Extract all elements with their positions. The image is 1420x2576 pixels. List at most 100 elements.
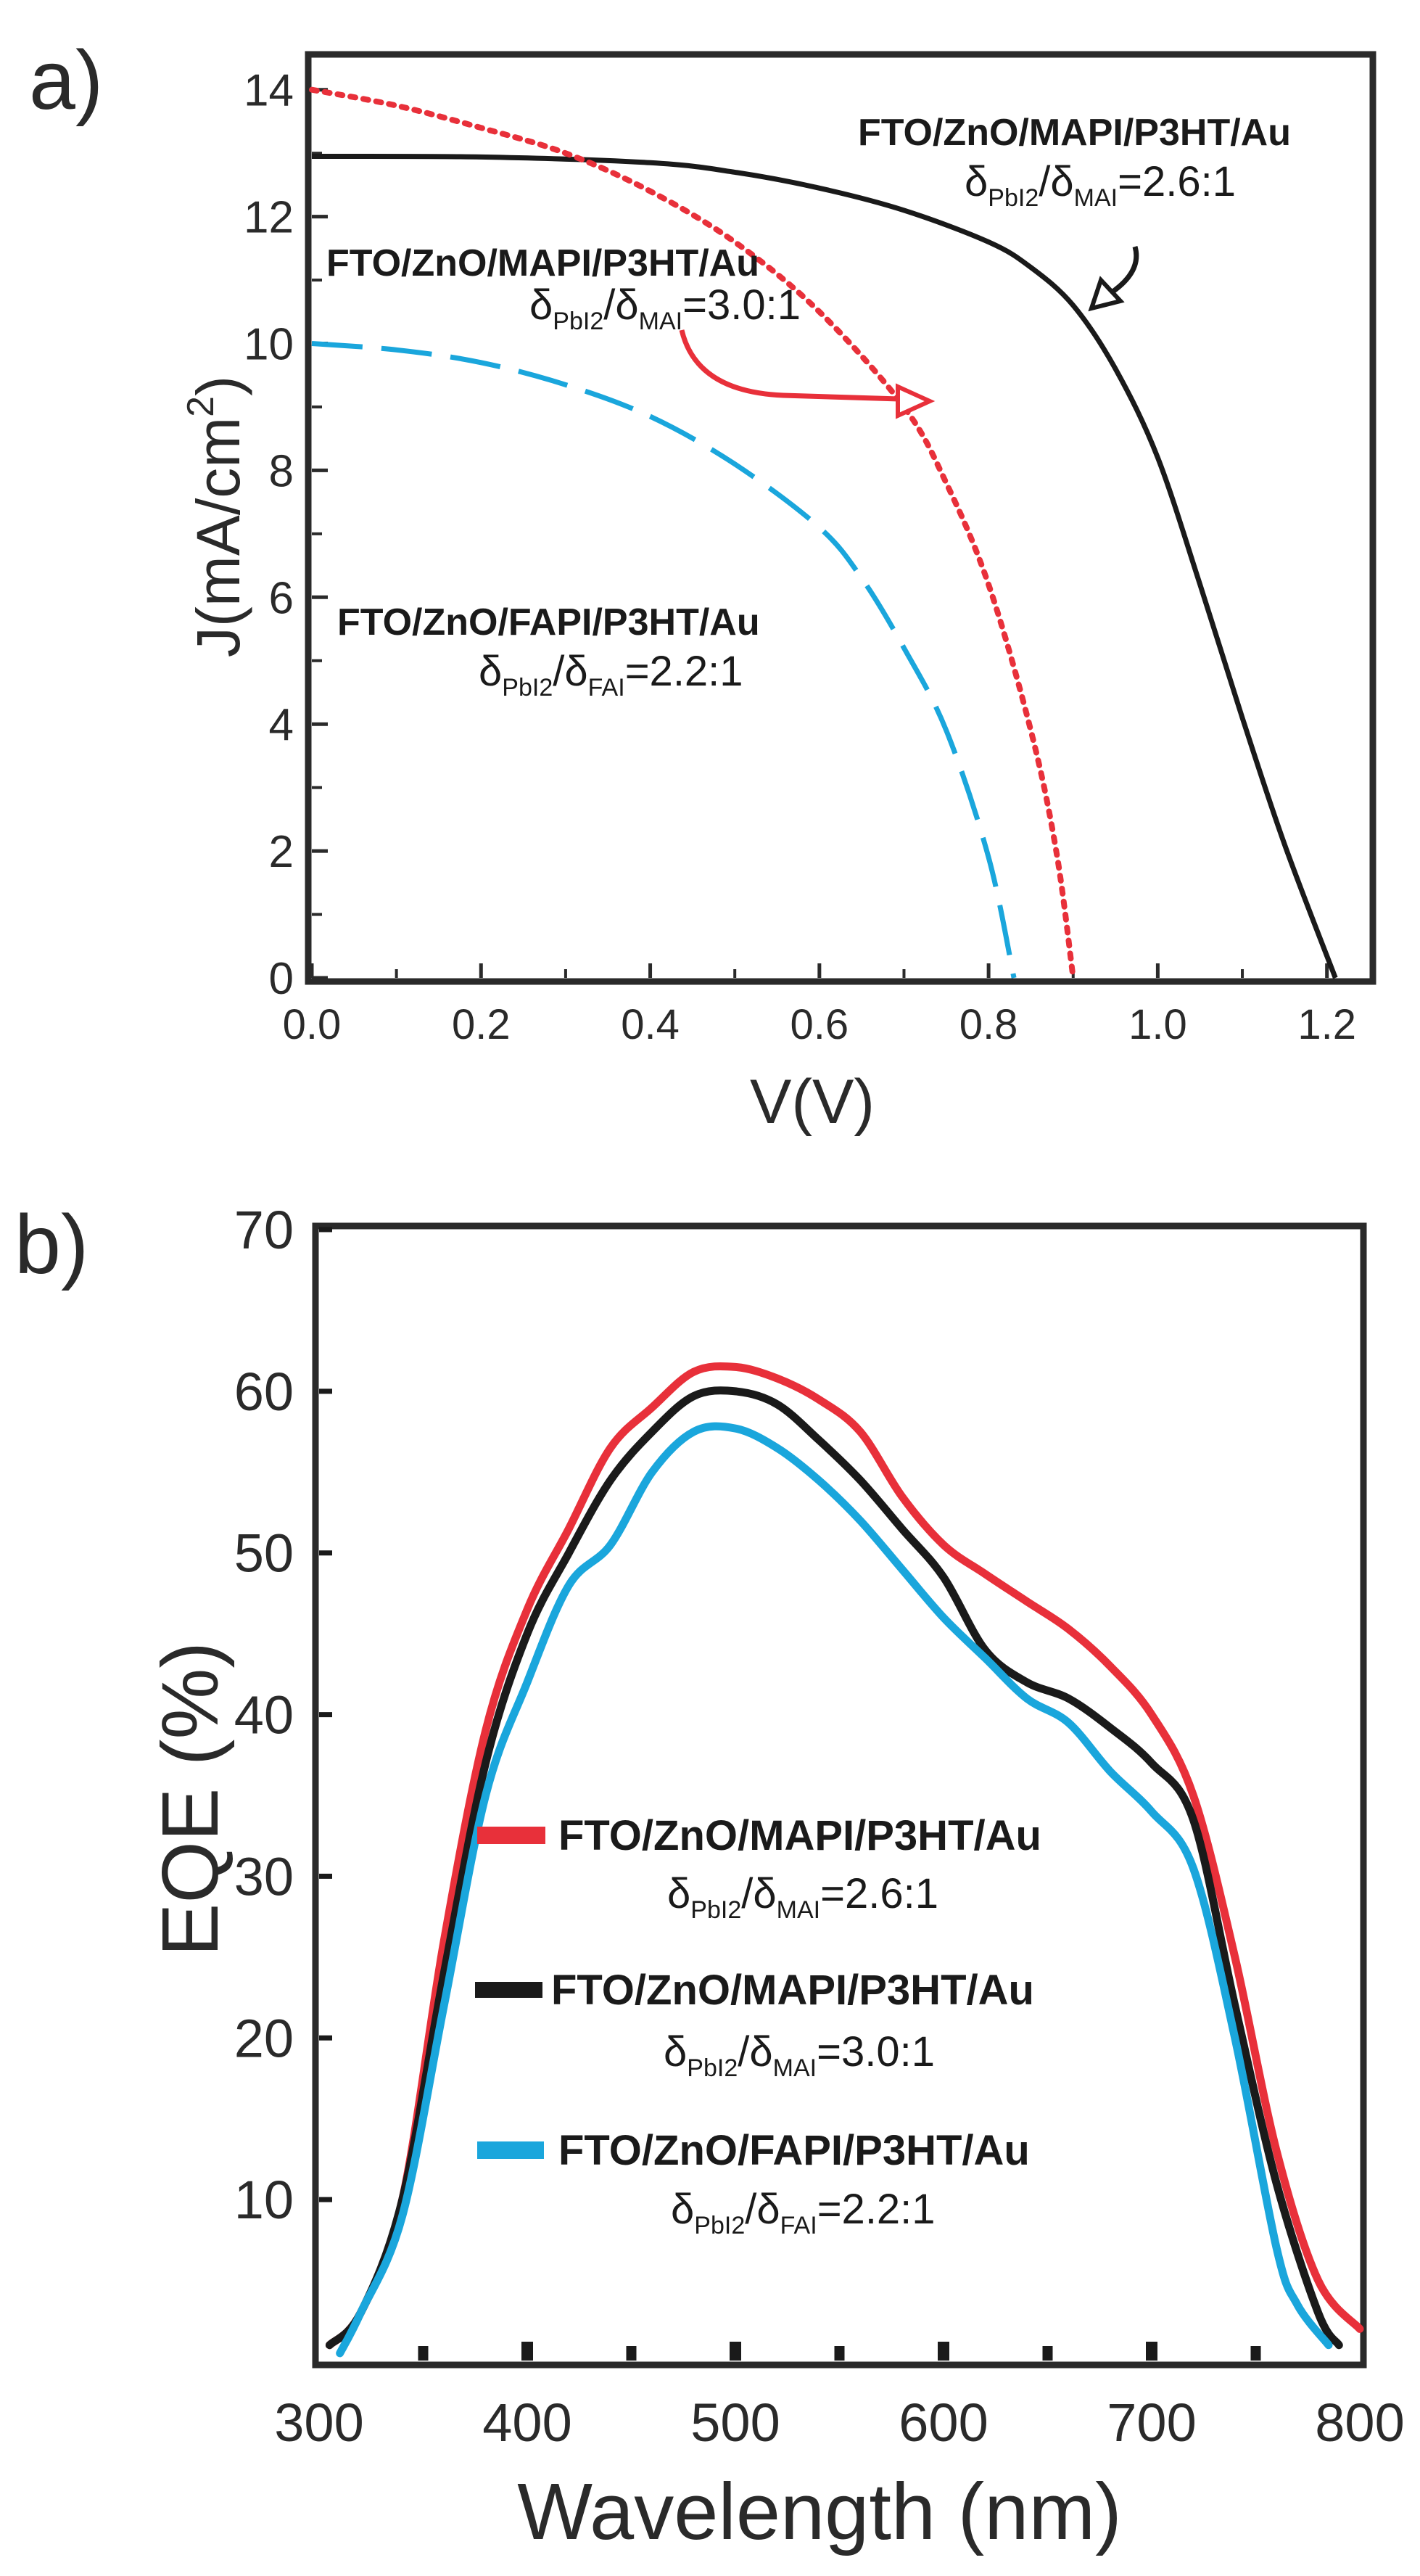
b-ytick-label: 10 (234, 2170, 294, 2230)
annotation-mapi-2-6-ratio: =2.6:1 (1118, 158, 1236, 205)
panel-b-ticks: 300 400 500 600 700 800 10 20 30 40 50 60 70 (234, 1200, 1405, 2453)
b-series-line-0 (325, 1362, 1364, 2350)
b-xtick-label: 700 (1107, 2392, 1196, 2453)
annotation-fapi-2-2: FTO/ZnO/FAPI/P3HT/Au δPbI2/δFAI=2.2:1 (337, 601, 760, 701)
legend-sub-a-0: PbI2 (690, 1896, 741, 1924)
arrow-to-red-curve (679, 329, 900, 402)
a-xtick-label: 0.4 (621, 1001, 680, 1048)
annotation-fapi-2-2-ratio: =2.2:1 (625, 648, 743, 695)
legend-ratio-2: =2.2:1 (817, 2186, 936, 2233)
panel-a-ylabel-sup: 2 (180, 396, 222, 417)
panel-a: a) 0.0 0.2 0.4 0.6 0.8 1.0 1.2 0 2 4 6 8 10 12 14 J(mA… (29, 34, 1376, 1137)
panel-b: b) 300 400 500 600 700 800 10 20 30 40 50 60 70 EQE … (15, 1198, 1405, 2556)
panel-a-xlabel: V(V) (750, 1067, 875, 1137)
b-ytick-label: 40 (234, 1685, 294, 1745)
a-ytick-label: 8 (269, 446, 294, 496)
svg-text:δPbI2/δMAI=2.6:1: δPbI2/δMAI=2.6:1 (667, 1870, 938, 1924)
b-ytick-label: 30 (234, 1846, 294, 1906)
b-xtick-mark (521, 2342, 533, 2361)
legend-ratio-1: =3.0:1 (817, 2028, 935, 2075)
a-ytick-label: 2 (269, 827, 294, 877)
a-series-line-2 (311, 341, 1017, 979)
panel-a-label: a) (29, 34, 103, 127)
annotation-mapi-3-0: FTO/ZnO/MAPI/P3HT/Au δPbI2/δMAI=3.0:1 (326, 242, 801, 335)
panel-a-series (309, 86, 1338, 981)
annotation-mapi-3-0-ratio: =3.0:1 (682, 281, 801, 329)
a-ytick-label: 10 (244, 320, 294, 370)
panel-b-label: b) (15, 1198, 88, 1291)
annotation-mapi-2-6-sub-b: MAI (1074, 184, 1118, 212)
b-series-line-1 (325, 1386, 1343, 2350)
arrow-head-black (1088, 276, 1125, 312)
b-xtick-mark (730, 2342, 741, 2361)
svg-text:J(mA/cm2): J(mA/cm2) (180, 376, 252, 657)
b-ytick-label: 60 (234, 1362, 294, 1422)
b-ytick-label: 70 (234, 1200, 294, 1260)
legend-label-mapi-2-6: FTO/ZnO/MAPI/P3HT/Au (558, 1812, 1041, 1859)
b-xtick-minor (626, 2346, 637, 2361)
annotation-mapi-2-6-sub-a: PbI2 (988, 184, 1039, 212)
a-xtick-label: 0.8 (959, 1001, 1018, 1048)
a-ytick-label: 12 (244, 193, 294, 243)
b-ytick-label: 50 (234, 1523, 294, 1584)
panel-a-frame (305, 51, 1376, 985)
annotation-mapi-3-0-title: FTO/ZnO/MAPI/P3HT/Au (326, 242, 759, 284)
legend-sub-b-0: MAI (777, 1896, 820, 1924)
b-xtick-label: 400 (482, 2392, 571, 2453)
panel-b-legend: FTO/ZnO/MAPI/P3HT/Au δPbI2/δMAI=2.6:1 FT… (475, 1812, 1041, 2239)
a-ytick-label: 6 (269, 573, 294, 623)
panel-b-ylabel: EQE (%) (146, 1642, 235, 1956)
legend-sub-b-1: MAI (773, 2054, 817, 2082)
svg-text:δPbI2/δFAI=2.2:1: δPbI2/δFAI=2.2:1 (479, 648, 743, 701)
a-ytick-label: 14 (244, 66, 294, 116)
panel-a-ylabel-end: ) (184, 376, 252, 396)
b-xtick-minor (834, 2346, 845, 2361)
arrow-to-black-curve (1108, 246, 1139, 296)
annotation-fapi-2-2-sub-b: FAI (588, 674, 625, 701)
legend-label-fapi-2-2: FTO/ZnO/FAPI/P3HT/Au (558, 2127, 1030, 2174)
legend-ratio-0: =2.6:1 (820, 1870, 938, 1917)
legend-sub-a-2: PbI2 (694, 2212, 745, 2239)
panel-a-ylabel-main: J(mA/cm (184, 417, 252, 657)
b-xtick-label: 500 (690, 2392, 780, 2453)
b-xtick-mark (938, 2342, 949, 2361)
legend-item-mapi-2-6: FTO/ZnO/MAPI/P3HT/Au δPbI2/δMAI=2.6:1 (477, 1812, 1041, 1924)
b-xtick-mark (1146, 2342, 1157, 2361)
panel-a-ylabel: J(mA/cm2) (180, 376, 252, 657)
a-xtick-label: 0.0 (283, 1001, 342, 1048)
svg-text:δPbI2/δMAI=3.0:1: δPbI2/δMAI=3.0:1 (529, 281, 801, 335)
svg-text:δPbI2/δMAI=3.0:1: δPbI2/δMAI=3.0:1 (664, 2028, 935, 2082)
annotation-mapi-3-0-sub-a: PbI2 (553, 308, 603, 335)
legend-sub-a-1: PbI2 (687, 2054, 738, 2082)
arrow-head-red (896, 383, 936, 419)
svg-text:δPbI2/δFAI=2.2:1: δPbI2/δFAI=2.2:1 (671, 2186, 936, 2239)
a-ytick-label: 4 (269, 700, 294, 750)
a-series-line-0 (311, 153, 1338, 979)
annotation-mapi-2-6-title: FTO/ZnO/MAPI/P3HT/Au (858, 112, 1291, 154)
annotation-fapi-2-2-title: FTO/ZnO/FAPI/P3HT/Au (337, 601, 760, 643)
b-xtick-label: 300 (274, 2392, 363, 2453)
annotation-mapi-3-0-sub-b: MAI (639, 308, 682, 335)
a-ytick-label: 0 (269, 954, 294, 1004)
b-xtick-label: 800 (1315, 2392, 1404, 2453)
panel-a-ticks: 0.0 0.2 0.4 0.6 0.8 1.0 1.2 0 2 4 6 8 10 12 14 (244, 66, 1356, 1048)
b-xtick-minor (1250, 2346, 1261, 2361)
b-xtick-minor (418, 2346, 429, 2361)
annotation-mapi-2-6: FTO/ZnO/MAPI/P3HT/Au δPbI2/δMAI=2.6:1 (858, 112, 1291, 212)
legend-item-mapi-3-0: FTO/ZnO/MAPI/P3HT/Au δPbI2/δMAI=3.0:1 (475, 1967, 1034, 2082)
svg-text:δPbI2/δMAI=2.6:1: δPbI2/δMAI=2.6:1 (965, 158, 1236, 212)
legend-sub-b-2: FAI (780, 2212, 817, 2239)
b-series-line-2 (336, 1422, 1333, 2358)
panel-b-xlabel: Wavelength (nm) (517, 2467, 1121, 2556)
panel-b-frame (312, 1222, 1367, 2369)
a-xtick-label: 1.2 (1297, 1001, 1356, 1048)
b-xtick-minor (1042, 2346, 1053, 2361)
panel-b-series (325, 1362, 1364, 2358)
a-series-line-1 (309, 86, 1076, 981)
legend-item-fapi-2-2: FTO/ZnO/FAPI/P3HT/Au δPbI2/δFAI=2.2:1 (477, 2127, 1030, 2239)
b-xtick-label: 600 (899, 2392, 988, 2453)
a-xtick-label: 0.2 (452, 1001, 511, 1048)
legend-label-mapi-3-0: FTO/ZnO/MAPI/P3HT/Au (551, 1967, 1034, 2014)
b-ytick-label: 20 (234, 2008, 294, 2068)
